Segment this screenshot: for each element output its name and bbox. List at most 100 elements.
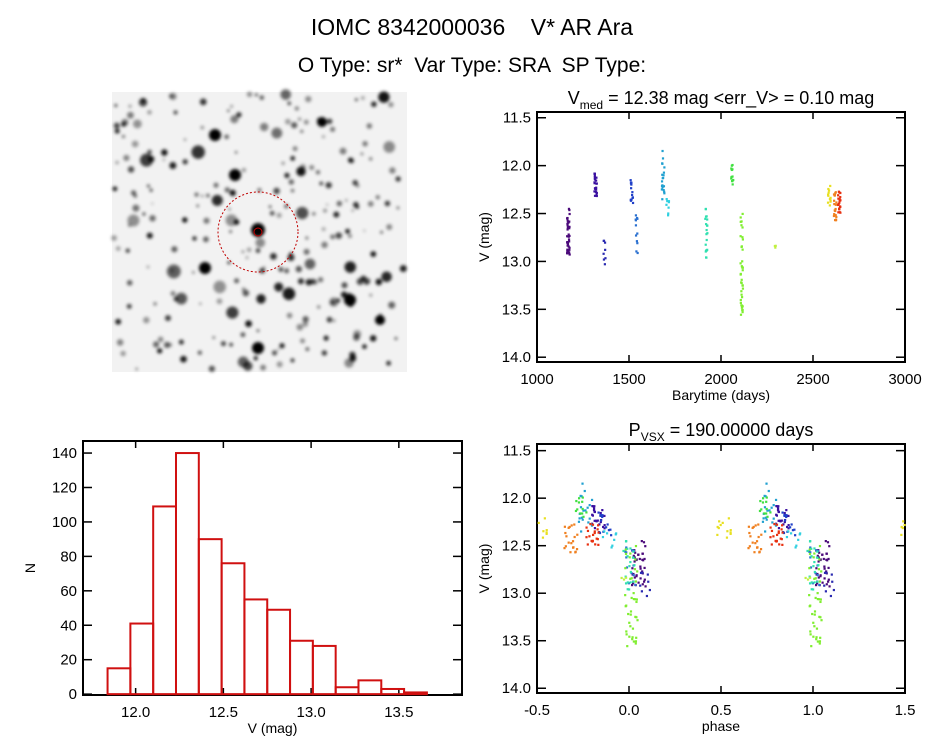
data-point bbox=[808, 594, 811, 597]
histogram-bar bbox=[403, 691, 428, 696]
star bbox=[388, 101, 394, 108]
data-point bbox=[763, 506, 767, 509]
star bbox=[125, 248, 130, 253]
bright-star bbox=[229, 169, 241, 181]
data-point bbox=[585, 526, 588, 529]
data-point bbox=[578, 517, 581, 520]
data-point bbox=[593, 178, 597, 181]
plot-frame bbox=[536, 111, 906, 363]
data-point bbox=[793, 528, 796, 531]
data-point bbox=[759, 499, 762, 503]
star bbox=[336, 200, 343, 207]
data-point bbox=[645, 594, 649, 598]
data-point bbox=[605, 532, 609, 535]
data-point bbox=[541, 536, 545, 539]
data-point bbox=[809, 566, 813, 569]
data-point bbox=[834, 191, 837, 194]
data-point bbox=[564, 545, 567, 548]
data-point bbox=[629, 547, 632, 550]
data-point bbox=[661, 157, 665, 160]
data-point bbox=[740, 293, 743, 296]
data-point bbox=[667, 212, 670, 215]
star bbox=[116, 339, 124, 346]
data-point bbox=[630, 596, 633, 600]
x-tick-label: 1.5 bbox=[895, 702, 916, 719]
star bbox=[326, 203, 329, 206]
y-tick-label: 14.0 bbox=[502, 349, 531, 366]
data-point bbox=[581, 512, 584, 515]
y-tick-label: 13.5 bbox=[502, 633, 531, 650]
data-point bbox=[566, 224, 569, 227]
data-point bbox=[591, 539, 594, 542]
data-point bbox=[773, 522, 776, 526]
data-point bbox=[731, 183, 734, 186]
data-point bbox=[777, 531, 780, 535]
data-point bbox=[568, 227, 571, 230]
data-point bbox=[778, 543, 781, 546]
star bbox=[360, 96, 365, 100]
star bbox=[115, 160, 119, 165]
data-point bbox=[808, 552, 812, 556]
data-point bbox=[585, 536, 588, 539]
x-tick-label: 12.5 bbox=[209, 704, 238, 721]
star bbox=[290, 189, 295, 193]
data-point bbox=[829, 200, 832, 203]
data-point bbox=[765, 482, 768, 485]
data-point bbox=[731, 168, 734, 171]
data-point bbox=[810, 555, 813, 558]
data-point bbox=[739, 301, 742, 305]
data-point bbox=[625, 633, 628, 636]
data-point bbox=[794, 546, 797, 549]
data-point bbox=[639, 584, 642, 587]
data-point bbox=[637, 553, 640, 556]
star bbox=[303, 248, 310, 255]
star bbox=[369, 335, 377, 342]
data-point bbox=[741, 238, 744, 241]
star bbox=[381, 271, 392, 283]
star bbox=[115, 318, 122, 325]
star bbox=[326, 118, 333, 125]
data-point bbox=[748, 531, 751, 535]
data-point bbox=[585, 511, 588, 514]
data-point bbox=[730, 175, 733, 179]
data-point bbox=[634, 214, 638, 217]
data-point bbox=[626, 581, 629, 584]
data-point bbox=[596, 528, 599, 531]
star bbox=[114, 128, 120, 134]
star bbox=[300, 338, 305, 344]
data-point bbox=[769, 526, 772, 529]
data-point bbox=[567, 238, 571, 241]
data-point bbox=[706, 224, 709, 227]
data-point bbox=[774, 246, 777, 249]
data-point bbox=[740, 304, 744, 307]
data-point bbox=[593, 527, 597, 530]
data-point bbox=[601, 515, 604, 519]
star bbox=[399, 265, 407, 273]
data-point bbox=[662, 174, 665, 177]
data-point bbox=[741, 226, 744, 229]
data-point bbox=[624, 582, 628, 585]
x-tick-label: 1.0 bbox=[803, 702, 824, 719]
star bbox=[281, 161, 285, 165]
data-point bbox=[833, 213, 836, 216]
data-point bbox=[588, 504, 591, 507]
data-point bbox=[815, 567, 818, 570]
star bbox=[274, 282, 284, 292]
data-point bbox=[758, 550, 761, 553]
data-point bbox=[632, 598, 635, 601]
plot-frame bbox=[536, 443, 906, 694]
data-point bbox=[628, 635, 631, 638]
star bbox=[371, 101, 377, 107]
data-point bbox=[563, 525, 566, 528]
data-point bbox=[660, 188, 663, 191]
data-point bbox=[804, 576, 807, 580]
histogram-bar bbox=[152, 505, 177, 696]
data-point bbox=[579, 512, 582, 515]
data-point bbox=[705, 228, 708, 232]
data-point bbox=[740, 290, 743, 293]
star bbox=[345, 199, 348, 202]
data-point bbox=[827, 189, 831, 192]
star bbox=[323, 335, 329, 341]
star bbox=[323, 208, 327, 213]
